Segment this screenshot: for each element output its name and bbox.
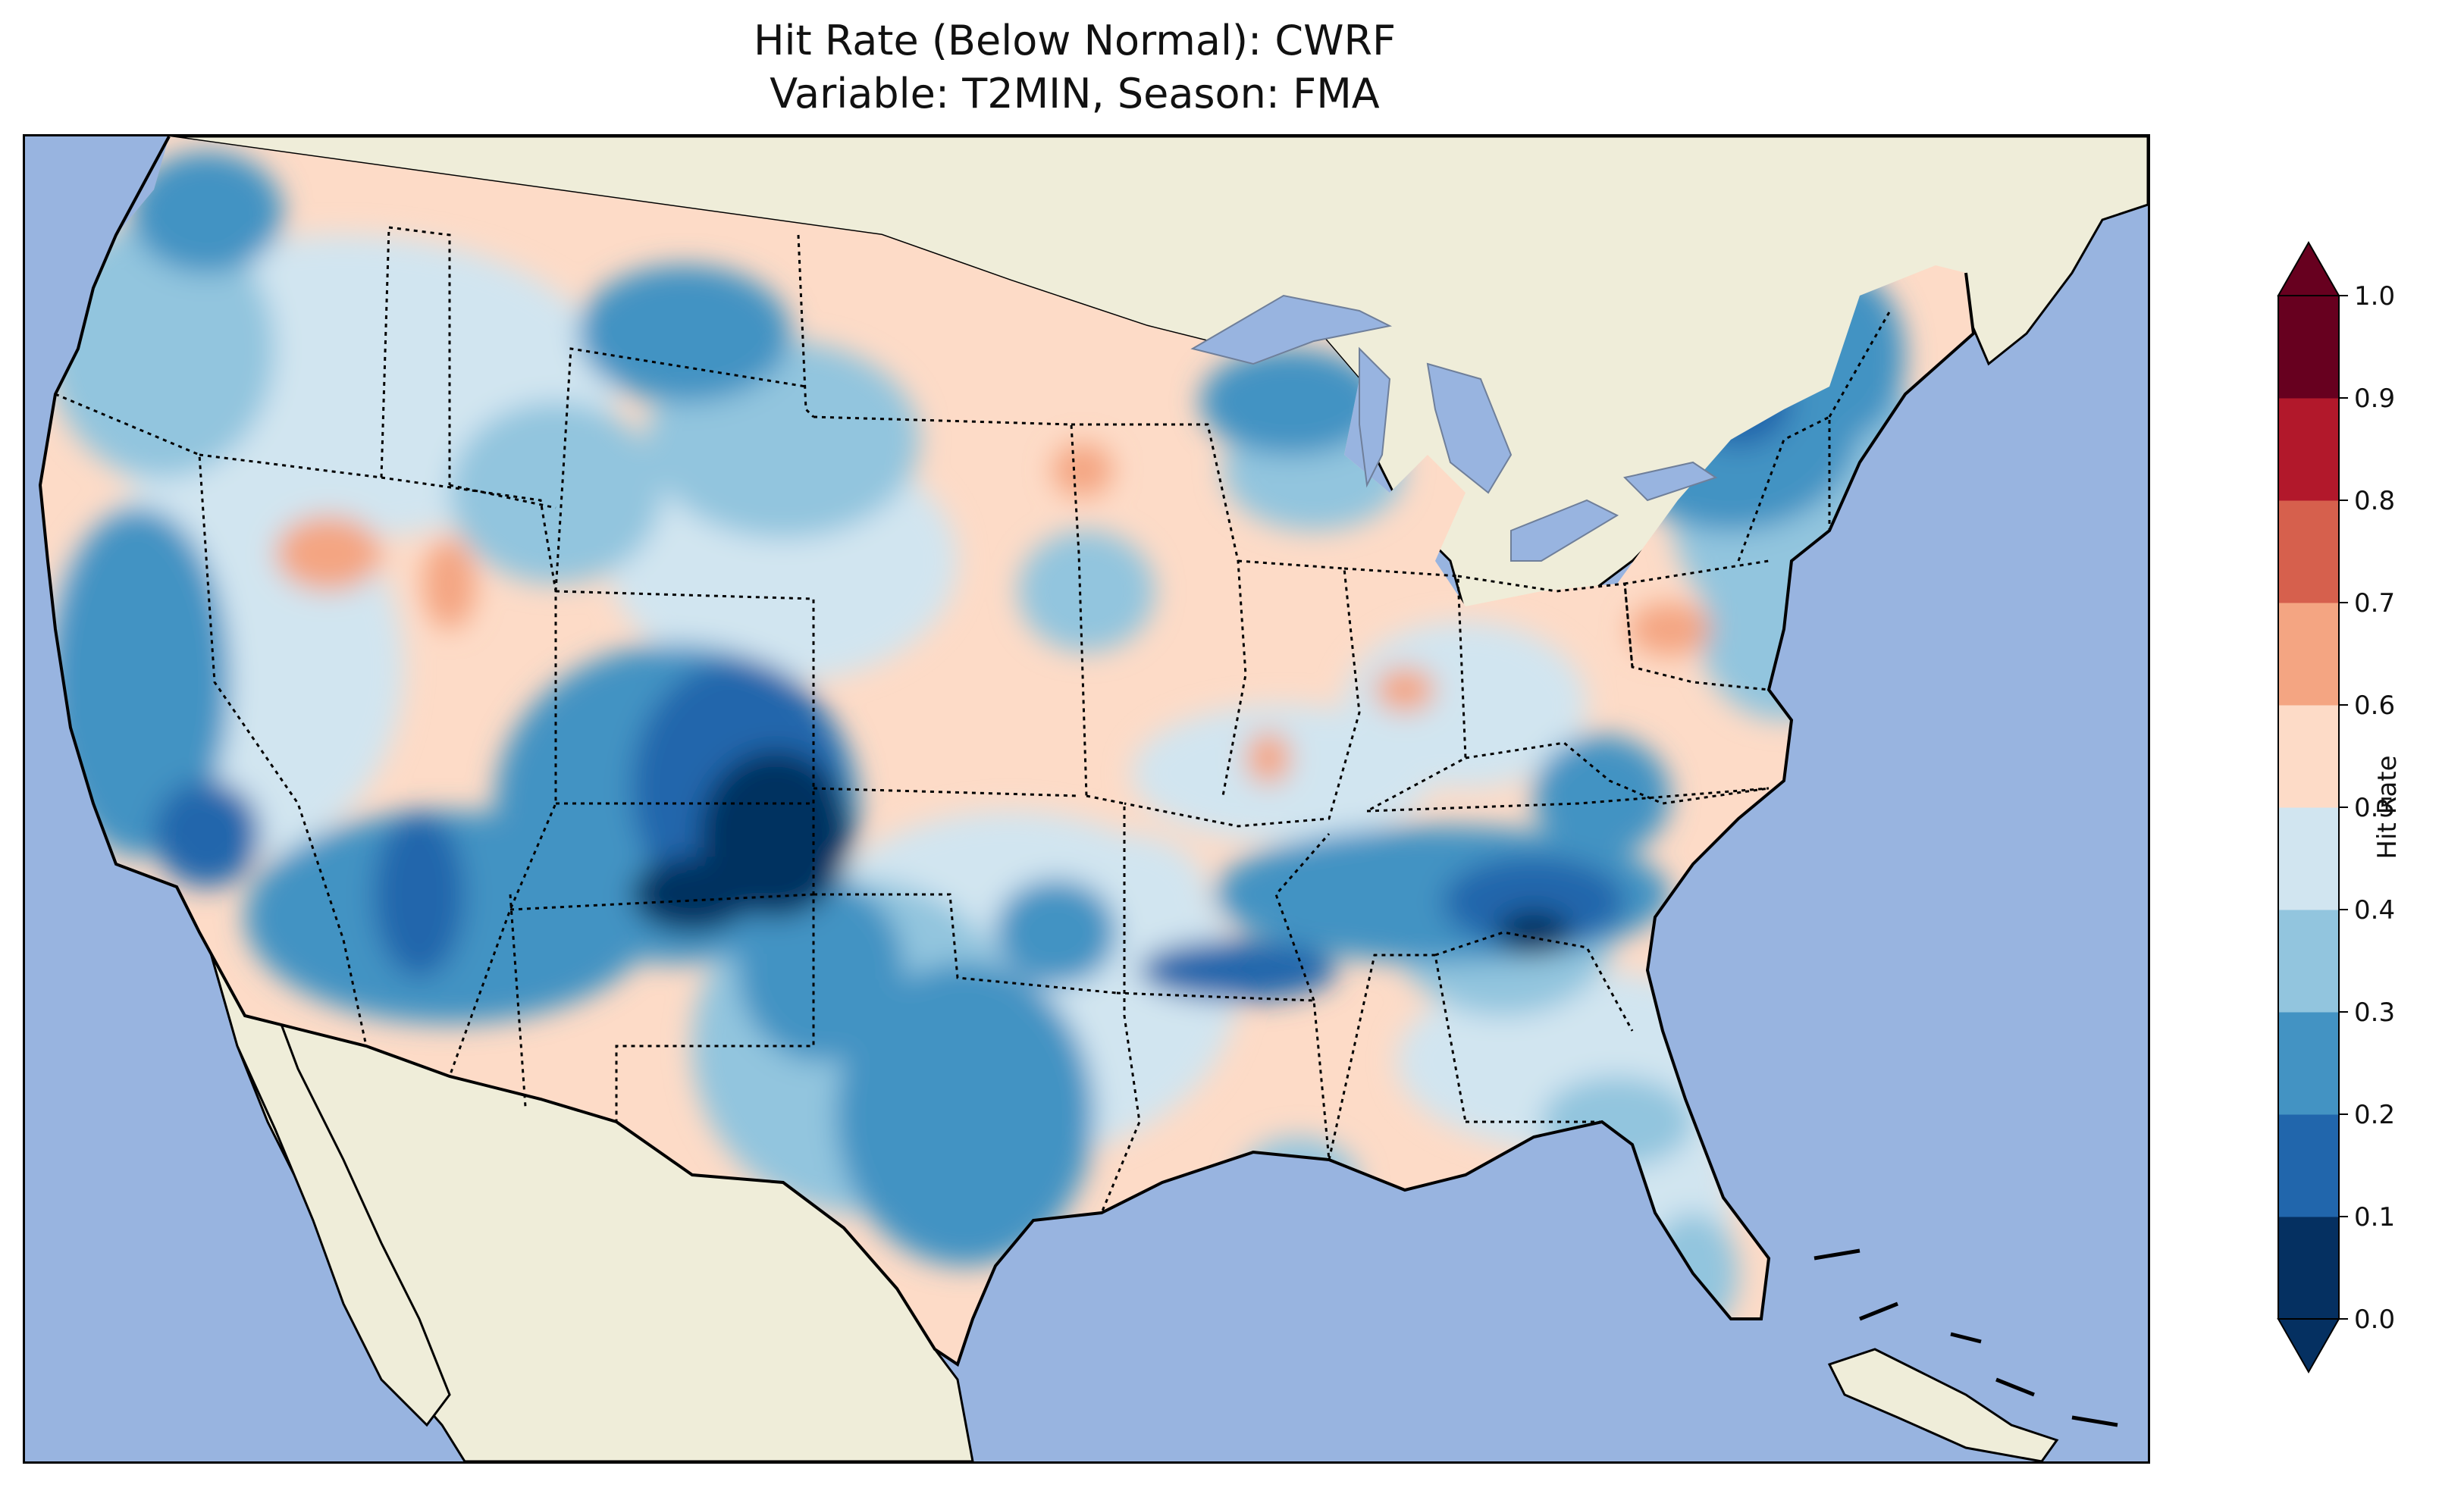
colorbar-band (2278, 705, 2339, 808)
colorbar-over-triangle (2277, 240, 2340, 296)
cuba-island (1827, 1348, 2059, 1461)
colorbar-tick-label: 0.3 (2354, 998, 2395, 1028)
great-lakes (1190, 294, 1718, 562)
colorbar-tick-label: 0.2 (2354, 1100, 2395, 1130)
bahamas-islands (1814, 1248, 2118, 1427)
chart-title-line-1: Hit Rate (Below Normal): CWRF (753, 17, 1397, 64)
conus-map (25, 136, 2148, 1461)
colorbar-tick-label: 0.8 (2354, 486, 2395, 516)
colorbar-ticks: 0.0 0.1 0.2 0.3 0.4 0.5 0.6 0.7 0.8 0.9 1.0 (2339, 281, 2395, 1335)
colorbar-band (2278, 1114, 2339, 1217)
colorbar-under-triangle (2277, 1318, 2340, 1374)
us-coastline (38, 136, 1976, 1367)
colorbar-band (2278, 910, 2339, 1013)
colorbar-band (2278, 603, 2339, 706)
colorbar-bands (2278, 296, 2339, 1320)
chart-title-line-2: Variable: T2MIN, Season: FMA (770, 70, 1380, 117)
colorbar-tick-label: 0.7 (2354, 588, 2395, 619)
colorbar-tick-label: 0.5 (2354, 793, 2395, 823)
colorbar-label: Hit Rate (2372, 755, 2403, 859)
baja-peninsula (205, 937, 451, 1427)
map-panel (23, 134, 2150, 1464)
colorbar-band (2278, 1217, 2339, 1320)
colorbar-tick-label: 0.9 (2354, 384, 2395, 414)
colorbar-band (2278, 807, 2339, 910)
colorbar-tick-label: 1.0 (2354, 281, 2395, 312)
colorbar-tick-label: 0.4 (2354, 895, 2395, 926)
colorbar-band (2278, 1012, 2339, 1115)
colorbar: 0.0 0.1 0.2 0.3 0.4 0.5 0.6 0.7 0.8 0.9 1.0 Hit Ra… (2277, 240, 2403, 1374)
state-borders (55, 226, 1892, 1214)
colorbar-tick-label: 0.1 (2354, 1202, 2395, 1232)
colorbar-tick-label: 0.0 (2354, 1305, 2395, 1335)
colorbar-band (2278, 500, 2339, 603)
colorbar-band (2278, 398, 2339, 501)
colorbar-tick-label: 0.6 (2354, 691, 2395, 721)
colorbar-band (2278, 296, 2339, 399)
